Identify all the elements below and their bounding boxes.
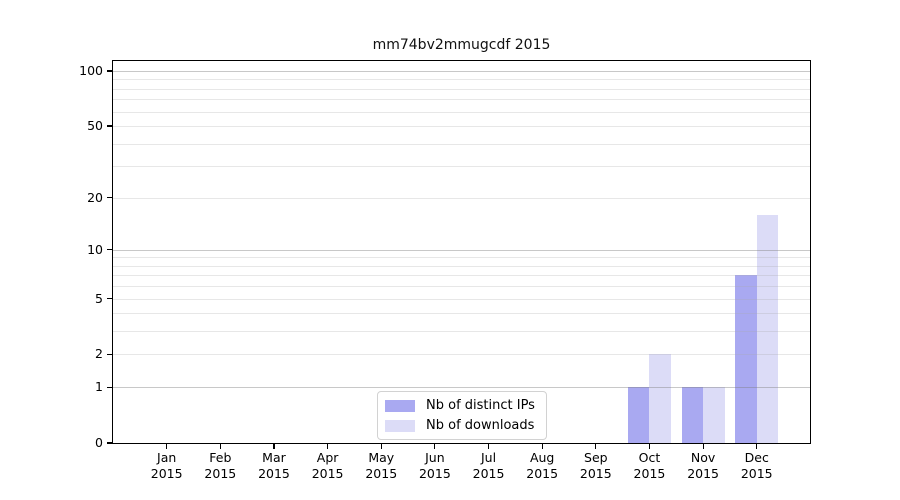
y-tick-label: 10 [87,241,103,257]
x-tick-mark [327,443,329,449]
y-tick-mark [107,249,113,251]
gridline-minor [113,126,810,128]
gridline-minor [113,354,810,356]
x-tick-year: 2015 [579,466,612,481]
x-tick-year: 2015 [633,466,666,481]
bar-downloads [703,387,725,443]
x-tick-month: Feb [209,450,232,465]
y-tick-label: 1 [95,378,103,394]
gridline-major [113,249,810,251]
y-tick-label: 20 [87,189,103,205]
gridline-major [113,387,810,389]
x-tick-year: 2015 [740,466,773,481]
y-tick-mark [107,297,113,300]
x-tick-label: Feb 2015 [188,450,252,482]
x-tick-month: Jun [425,450,445,465]
x-tick-label: Jul 2015 [457,450,521,482]
x-tick-mark [702,443,704,449]
x-tick-mark [434,443,436,449]
y-tick-label: 50 [87,117,103,133]
y-tick-label: 2 [95,346,103,362]
bar-distinct-ips [627,387,650,443]
x-tick-year: 2015 [526,466,559,481]
gridline-minor [113,298,810,300]
x-tick-year: 2015 [365,466,398,481]
x-tick-month: Jul [480,450,497,465]
gridline-minor [113,143,810,145]
bar-downloads [756,214,779,443]
y-tick-label: 100 [79,62,103,78]
x-tick-label: May 2015 [349,450,413,482]
gridline-minor [113,111,810,113]
x-tick-mark [541,443,543,449]
legend-entry-downloads: Nb of downloads [385,418,535,433]
bar-distinct-ips [735,275,757,443]
gridline-minor [113,257,810,259]
x-tick-month: Apr [316,450,339,465]
x-tick-year: 2015 [258,466,290,481]
y-tick-label: 5 [95,290,103,306]
x-tick-year: 2015 [311,466,344,481]
x-tick-month: Mar [262,450,286,465]
x-tick-month: Dec [744,450,769,465]
x-tick-label: Mar 2015 [242,450,306,482]
x-tick-label: Oct 2015 [617,450,681,482]
x-tick-label: Dec 2015 [725,450,789,482]
x-tick-mark [219,443,221,449]
gridline-minor [113,99,810,101]
x-tick-year: 2015 [687,466,719,481]
x-tick-month: May [368,450,395,465]
x-tick-label: Sep 2015 [564,450,628,482]
y-tick-mark [107,125,113,127]
x-tick-month: Aug [529,450,555,465]
x-tick-mark [380,443,382,449]
legend-entry-distinct-ips: Nb of distinct IPs [385,398,535,413]
x-tick-label: Nov 2015 [671,450,735,482]
y-tick-mark [107,196,113,199]
x-tick-year: 2015 [150,466,183,481]
x-tick-month: Jan [157,450,177,465]
gridline-minor [113,79,810,81]
y-tick-mark [107,70,113,72]
legend: Nb of distinct IPs Nb of downloads [377,391,547,440]
bar-distinct-ips [681,387,704,443]
y-tick-mark [107,353,113,356]
gridline-minor [113,197,810,199]
plot-area [112,60,811,444]
x-tick-month: Sep [584,450,608,465]
gridline-minor [113,313,810,315]
legend-label-distinct-ips: Nb of distinct IPs [426,398,535,413]
y-tick-label: 0 [95,434,103,450]
x-tick-mark [166,443,168,449]
y-tick-mark [107,386,113,388]
x-tick-month: Oct [638,450,661,465]
gridline-minor [113,265,810,267]
chart-title: mm74bv2mmugcdf 2015 [372,37,551,53]
gridline-minor [113,331,810,333]
legend-swatch-downloads [385,419,415,432]
x-tick-label: Apr 2015 [296,450,360,482]
x-tick-year: 2015 [204,466,237,481]
bar-downloads [649,354,671,443]
gridline-minor [113,286,810,288]
x-tick-label: Aug 2015 [510,450,574,482]
x-tick-mark [487,443,490,449]
x-tick-label: Jun 2015 [403,450,467,482]
x-tick-mark [756,443,758,449]
x-tick-year: 2015 [472,466,505,481]
y-tick-mark [107,442,113,444]
gridline-minor [113,275,810,277]
x-tick-month: Nov [690,450,716,465]
x-tick-mark [648,443,651,449]
legend-swatch-distinct-ips [385,399,415,412]
x-tick-year: 2015 [418,466,451,481]
legend-label-downloads: Nb of downloads [426,418,535,433]
gridline-minor [113,166,810,168]
gridline-minor [113,88,810,90]
x-tick-mark [273,443,275,449]
x-tick-label: Jan 2015 [135,450,199,482]
gridline-major [113,70,810,72]
x-tick-mark [595,443,597,449]
